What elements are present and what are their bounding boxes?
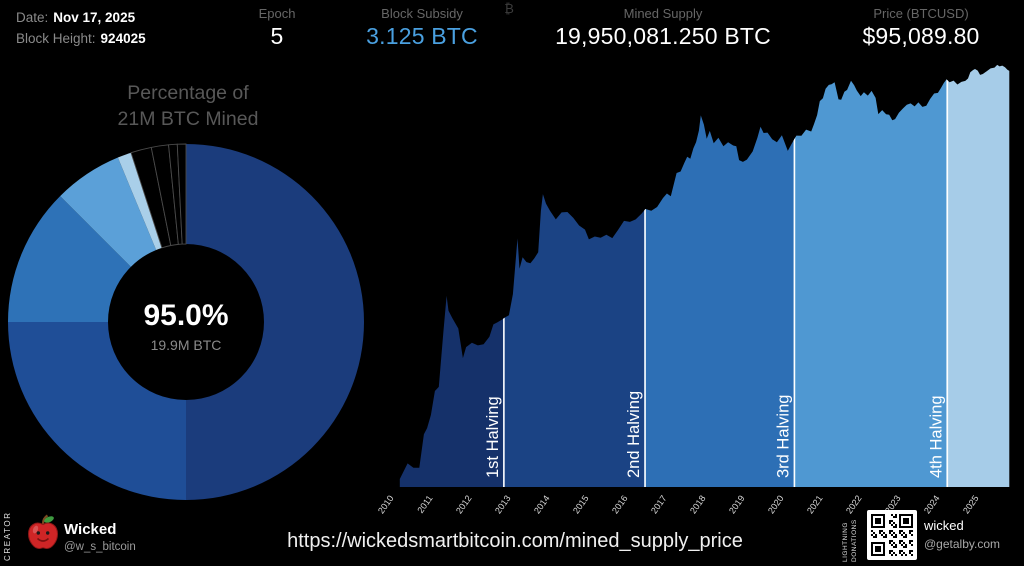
x-tick-label: 2011 (415, 493, 434, 515)
block-height-value: 924025 (100, 31, 146, 46)
price-stat: Price (BTCUSD) $95,089.80 (831, 6, 1011, 50)
block-subsidy-value: 3.125 BTC (366, 23, 478, 49)
x-tick-label: 2013 (493, 493, 513, 515)
epoch-area-segment (793, 64, 949, 488)
date-row: Date: Nov 17, 2025 (16, 7, 146, 28)
epoch-area-segment (644, 64, 796, 488)
lightning-donations-line2: DONATIONS (850, 519, 858, 562)
x-tick-label: 2010 (376, 493, 396, 515)
donut-segment (117, 152, 162, 250)
wicked-apple-logo-icon (27, 514, 59, 550)
x-tick-label: 2014 (532, 493, 552, 515)
creator-name: Wicked (64, 521, 117, 538)
donut-segment (186, 144, 364, 500)
halving-label: 2nd Halving (625, 391, 643, 478)
x-tick-label: 2025 (961, 493, 981, 515)
x-tick-label: 2024 (922, 493, 942, 515)
x-tick-label: 2015 (571, 493, 591, 515)
donut-segment (8, 196, 131, 322)
block-height-label: Block Height: (16, 31, 96, 46)
donut-title-line2: 21M BTC Mined (117, 108, 259, 130)
halving-label: 4th Halving (927, 395, 945, 478)
donut-segment (8, 322, 186, 500)
x-tick-label: 2016 (610, 493, 630, 515)
epoch-label: Epoch (258, 6, 296, 21)
mined-supply-stat: Mined Supply 19,950,081.250 BTC (533, 6, 793, 50)
x-tick-label: 2018 (688, 493, 708, 515)
x-tick-label: 2022 (844, 493, 864, 515)
wallet-handle: @getalby.com (924, 537, 1000, 551)
halving-label: 1st Halving (484, 396, 502, 478)
mined-supply-label: Mined Supply (623, 6, 703, 21)
qr-code (867, 510, 917, 560)
wallet-name: wicked (924, 518, 964, 533)
donut-center-percent: 95.0% (143, 299, 229, 332)
donut-center-labels: 95.0% 19.9M BTC (86, 299, 286, 353)
lightning-donations-label: LIGHTNING DONATIONS (842, 519, 859, 562)
donut-segment (176, 143, 187, 245)
bitcoin-icon: ₿ (504, 1, 514, 16)
x-tick-label: 2020 (766, 493, 786, 515)
donut-title: Percentage of 21M BTC Mined (63, 80, 313, 132)
x-tick-label: 2019 (727, 493, 747, 515)
donut-center-sublabel: 19.9M BTC (150, 337, 222, 353)
site-url-link[interactable]: https://wickedsmartbitcoin.com/mined_sup… (287, 530, 743, 552)
mined-supply-value: 19,950,081.250 BTC (555, 23, 771, 49)
epoch-stat: Epoch 5 (227, 6, 327, 50)
date-value: Nov 17, 2025 (53, 10, 136, 25)
date-label: Date: (16, 10, 49, 25)
block-subsidy-label: Block Subsidy (381, 6, 463, 21)
epoch-area-segment (946, 64, 1010, 488)
donut-title-line1: Percentage of (127, 82, 249, 104)
creator-handle: @w_s_bitcoin (64, 541, 136, 553)
epoch-value: 5 (270, 23, 284, 49)
halving-label: 3rd Halving (774, 395, 792, 478)
price-value: $95,089.80 (862, 23, 980, 49)
x-tick-label: 2017 (649, 493, 669, 515)
header-date-block: Date: Nov 17, 2025 Block Height: 924025 (16, 7, 146, 49)
donut-segment (60, 157, 157, 267)
lightning-donations-line1: LIGHTNING (842, 522, 849, 562)
mined-percentage-donut-chart (8, 143, 364, 500)
x-tick-label: 2021 (805, 493, 825, 515)
creator-vertical-label: CREATOR (3, 511, 12, 561)
block-subsidy-stat: Block Subsidy 3.125 BTC (347, 6, 497, 50)
block-height-row: Block Height: 924025 (16, 28, 146, 49)
price-label: Price (BTCUSD) (873, 6, 969, 21)
x-tick-label: 2012 (454, 493, 474, 515)
